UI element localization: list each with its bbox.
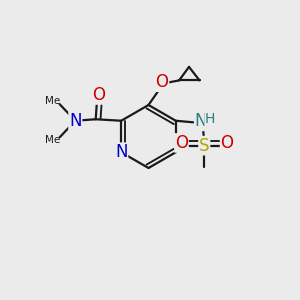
Text: O: O xyxy=(220,134,234,152)
Text: H: H xyxy=(205,112,215,126)
Text: O: O xyxy=(155,73,169,91)
Text: N: N xyxy=(195,112,207,130)
Text: Me: Me xyxy=(46,135,61,145)
Text: N: N xyxy=(69,112,82,130)
Text: Me: Me xyxy=(46,96,61,106)
Text: S: S xyxy=(199,136,209,154)
Text: O: O xyxy=(175,134,188,152)
Text: O: O xyxy=(92,86,105,104)
Text: N: N xyxy=(115,143,128,161)
